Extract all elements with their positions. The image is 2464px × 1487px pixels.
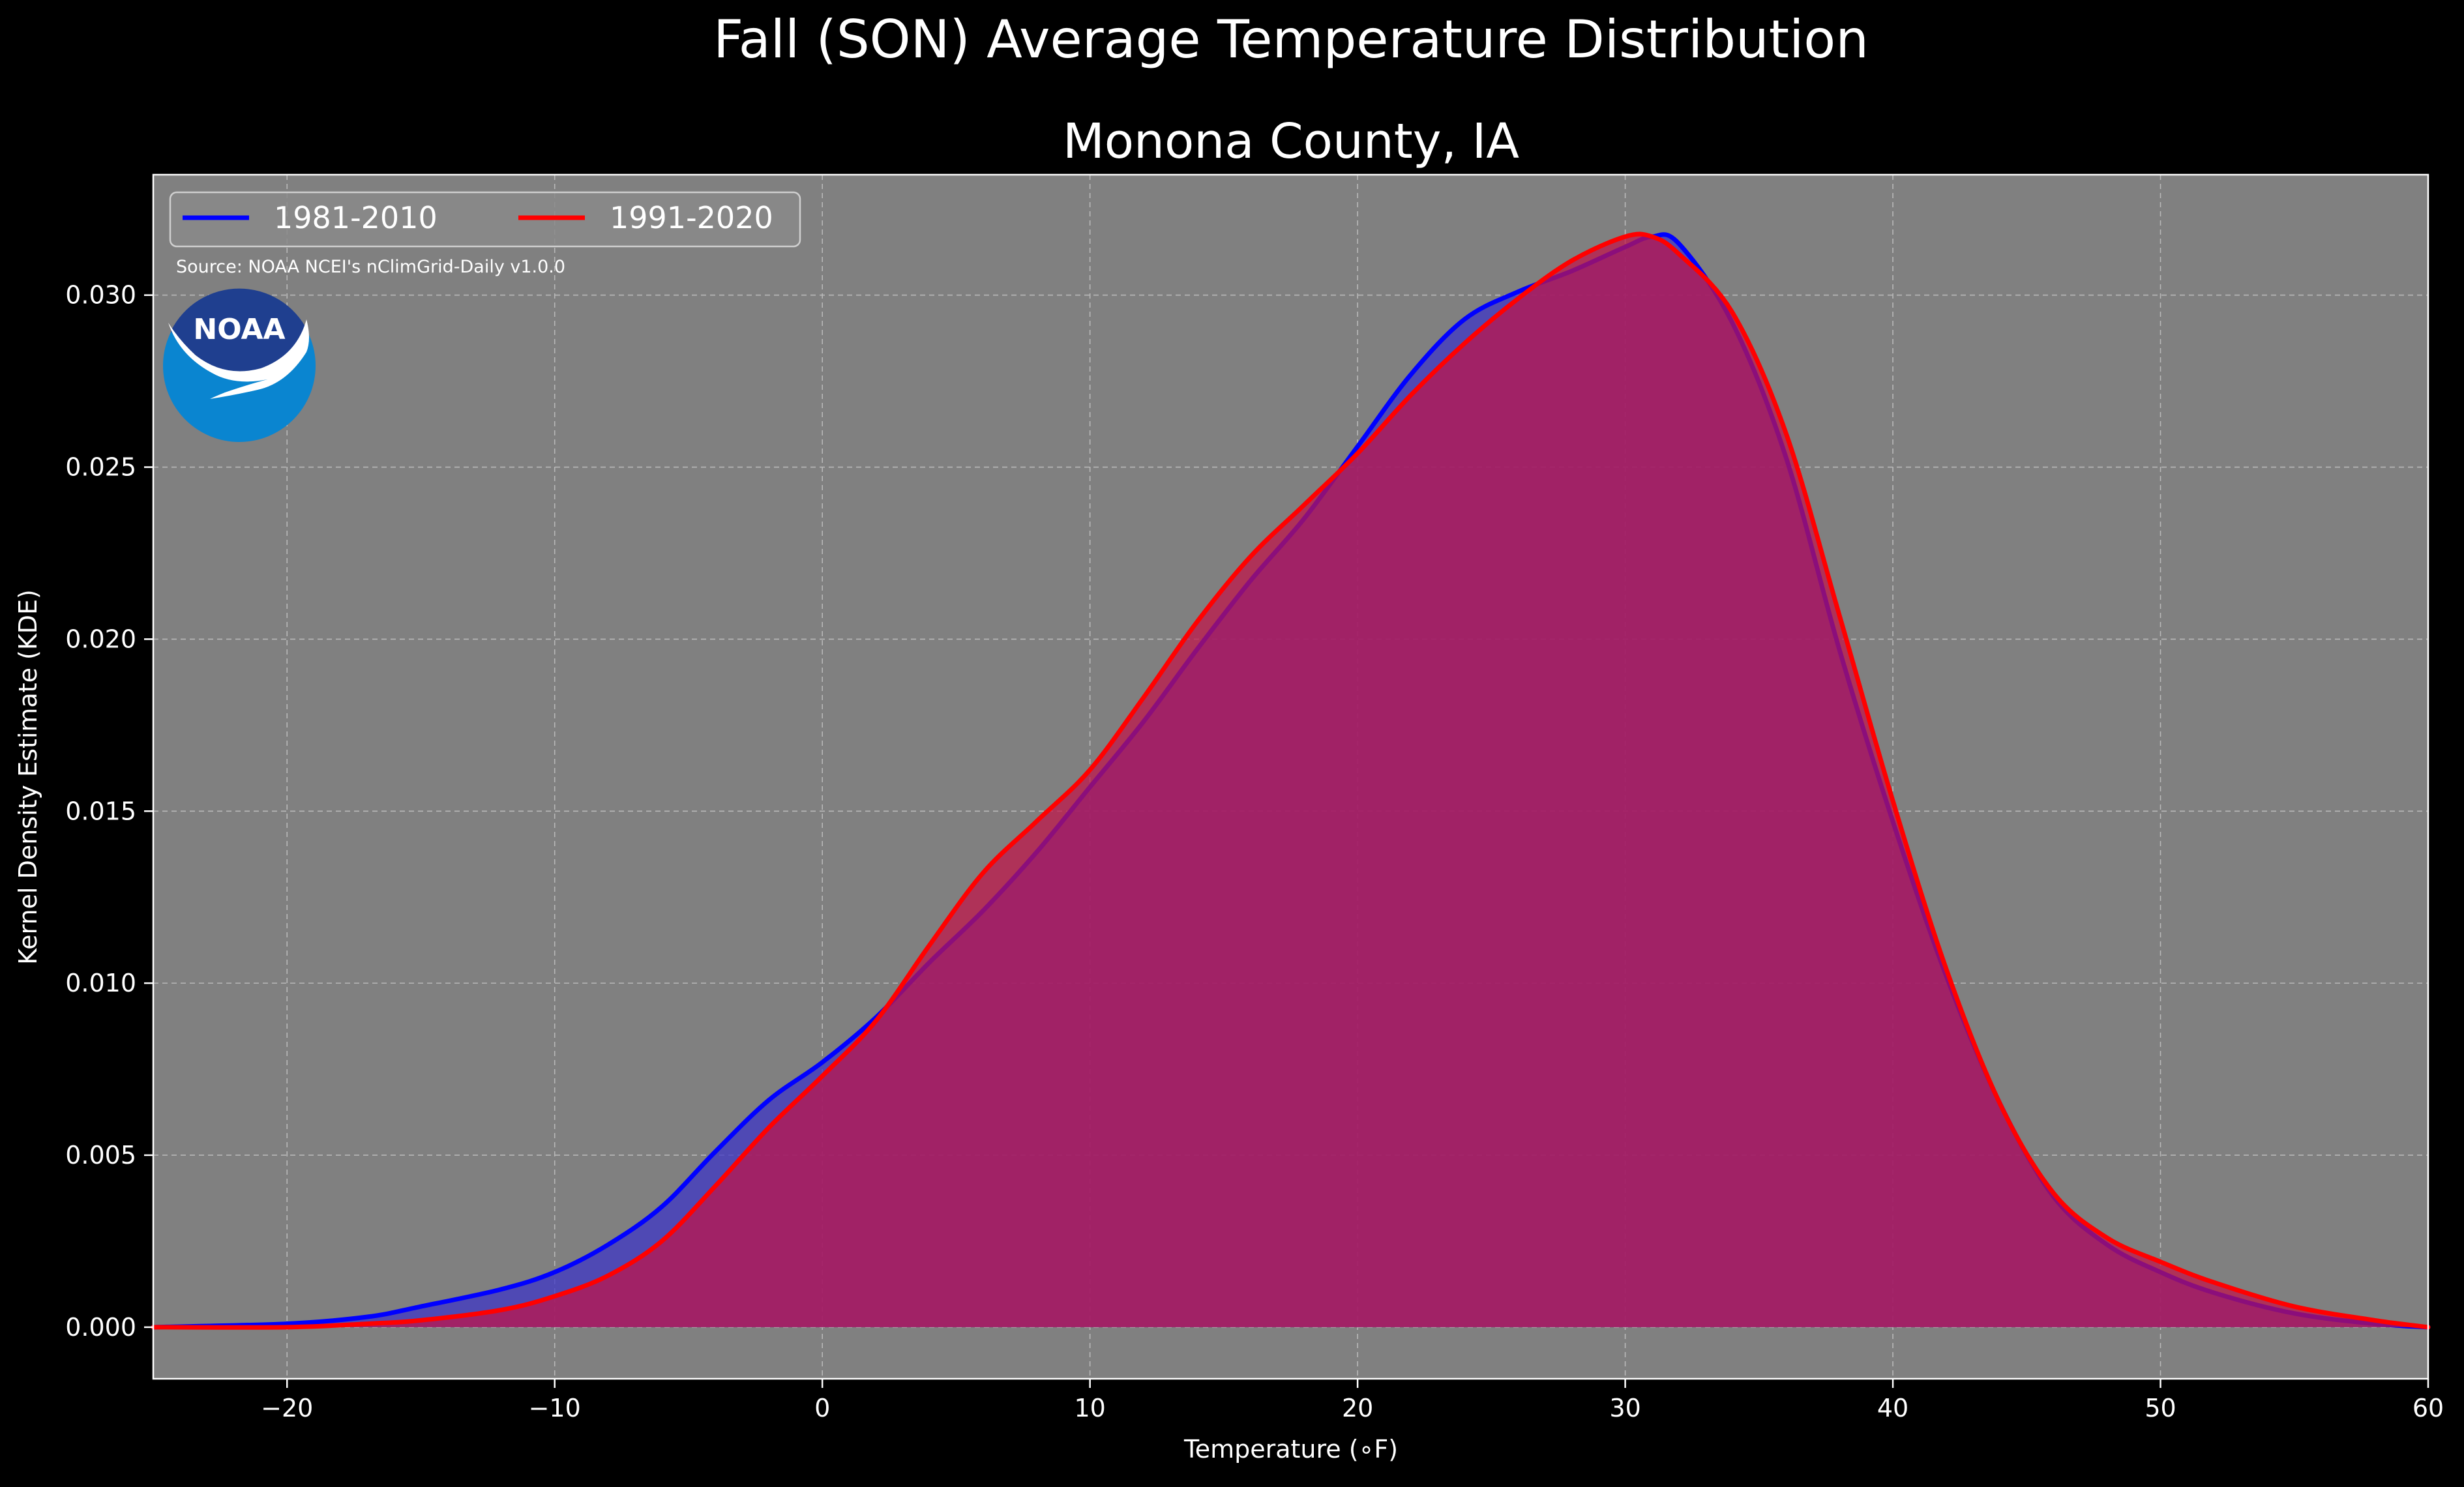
x-tick-label: 10 (1074, 1394, 1105, 1422)
y-tick-label: 0.030 (65, 281, 136, 310)
y-tick-label: 0.000 (65, 1313, 136, 1342)
y-tick-label: 0.010 (65, 969, 136, 997)
series-line-1991-2020 (151, 231, 2431, 1330)
y-tick-label: 0.025 (65, 453, 136, 482)
y-tick-label: 0.020 (65, 625, 136, 653)
x-tick-label: −10 (529, 1394, 581, 1422)
source-annotation: Source: NOAA NCEI's nClimGrid-Daily v1.0… (176, 257, 565, 277)
x-tick-label: 30 (1609, 1394, 1640, 1422)
series-area-1991-2020 (153, 234, 2428, 1328)
y-tick-label: 0.005 (65, 1141, 136, 1170)
logo-text: NOAA (193, 313, 285, 346)
grid-lines (153, 175, 2428, 1379)
x-axis-label: Temperature (∘F) (1183, 1435, 1398, 1464)
x-tick-label: 0 (814, 1394, 830, 1422)
figure-suptitle: Fall (SON) Average Temperature Distribut… (713, 9, 1869, 70)
x-tick-label: −20 (261, 1394, 313, 1422)
legend-label-1981-2010: 1981-2010 (274, 200, 438, 235)
x-axis: −20 −10 0 10 20 30 40 50 60 (261, 1379, 2444, 1422)
y-tick-label: 0.015 (65, 797, 136, 825)
legend-box (169, 191, 801, 248)
x-tick-label: 60 (2412, 1394, 2444, 1422)
logo-sky (171, 288, 308, 376)
legend-label-1991-2020: 1991-2020 (610, 200, 773, 235)
plot-frame (152, 173, 2429, 1380)
y-axis: 0.000 0.005 0.010 0.015 0.020 0.025 0.030 (65, 281, 153, 1342)
chart-title: Monona County, IA (1063, 113, 1519, 169)
logo-bird-icon (168, 319, 309, 399)
legend: 1981-2010 1991-2020 (169, 191, 801, 248)
x-tick-label: 40 (1877, 1394, 1908, 1422)
series-layer (151, 231, 2431, 1330)
noaa-logo: NOAA (163, 288, 316, 442)
y-axis-label: Kernel Density Estimate (KDE) (14, 589, 42, 965)
x-tick-label: 50 (2145, 1394, 2176, 1422)
x-tick-label: 20 (1342, 1394, 1373, 1422)
